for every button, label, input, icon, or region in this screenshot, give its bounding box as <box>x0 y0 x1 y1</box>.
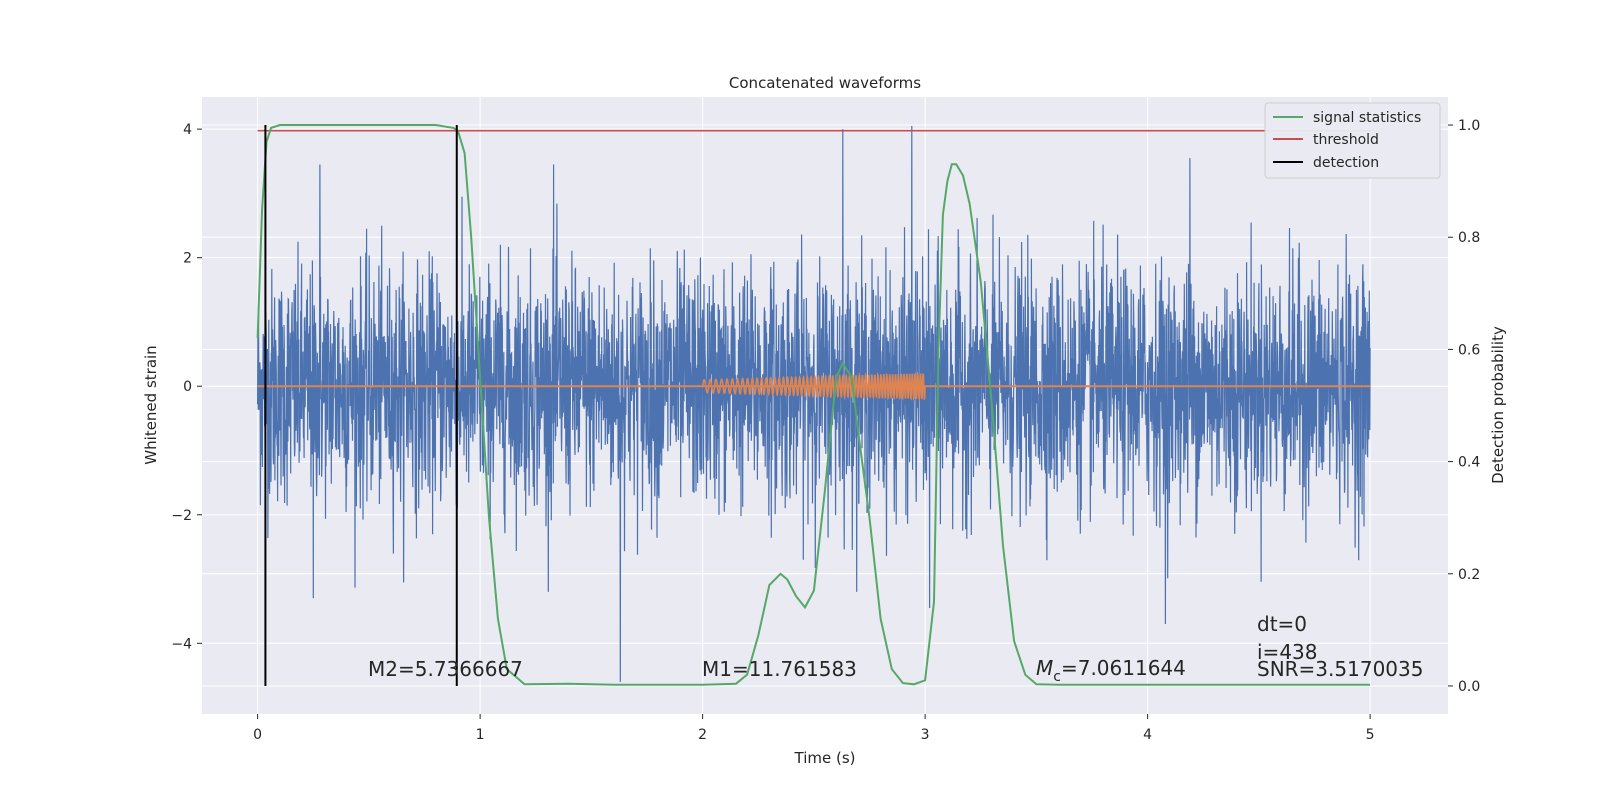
y-tick-label: −2 <box>171 508 192 524</box>
legend-label-signal-statistics: signal statistics <box>1313 110 1421 126</box>
legend-label-detection: detection <box>1313 155 1379 171</box>
index-annotation: i=438 <box>1257 640 1318 664</box>
y2-tick-label: 0.6 <box>1458 342 1480 358</box>
y-tick-label: 2 <box>183 251 192 267</box>
m2-annotation: M2=5.7366667 <box>368 657 523 681</box>
y2-tick-label: 1.0 <box>1458 118 1480 134</box>
legend: signal statistics threshold detection <box>1264 102 1441 179</box>
snr-annotation: SNR=3.5170035 <box>1257 657 1423 681</box>
x-tick-label: 4 <box>1143 727 1152 743</box>
detection-series <box>264 125 458 686</box>
x-tick-label: 2 <box>698 727 707 743</box>
legend-label-threshold: threshold <box>1313 132 1379 148</box>
x-tick-label: 0 <box>253 727 262 743</box>
y2-tick-label: 0.8 <box>1458 230 1480 246</box>
y2-tick-label: 0.0 <box>1458 679 1480 695</box>
y-tick-label: 4 <box>183 122 192 138</box>
dt-annotation: dt=0 <box>1257 612 1307 636</box>
x-tick-label: 5 <box>1366 727 1375 743</box>
y-tick-label: 0 <box>183 379 192 395</box>
y2-axis-label: Detection probability <box>1489 326 1507 484</box>
chirp-mass-annotation: Mc=7.0611644 <box>1036 656 1186 685</box>
chirp-waveform <box>701 371 926 401</box>
legend-box <box>1264 102 1441 179</box>
chart-title: Concatenated waveforms <box>729 74 921 92</box>
m1-annotation: M1=11.761583 <box>702 657 857 681</box>
y-axis-label: Whitened strain <box>142 345 160 464</box>
strain-noise-series <box>257 125 1371 682</box>
signal-statistics-line <box>256 124 1371 686</box>
axis-ticks: 0 1 2 3 4 5 4 2 0 −2 −4 1.0 0.8 0.6 0.4 0.2 0.0 <box>171 118 1480 743</box>
strain-noise-line <box>257 125 1371 682</box>
x-tick-label: 3 <box>921 727 930 743</box>
x-axis-label: Time (s) <box>794 749 856 767</box>
y2-tick-label: 0.4 <box>1458 455 1480 471</box>
x-tick-label: 1 <box>476 727 485 743</box>
y2-tick-label: 0.2 <box>1458 567 1480 583</box>
injected-chirp-series <box>257 371 1371 401</box>
y-tick-label: −4 <box>171 636 192 652</box>
signal-statistics-series <box>256 124 1371 686</box>
